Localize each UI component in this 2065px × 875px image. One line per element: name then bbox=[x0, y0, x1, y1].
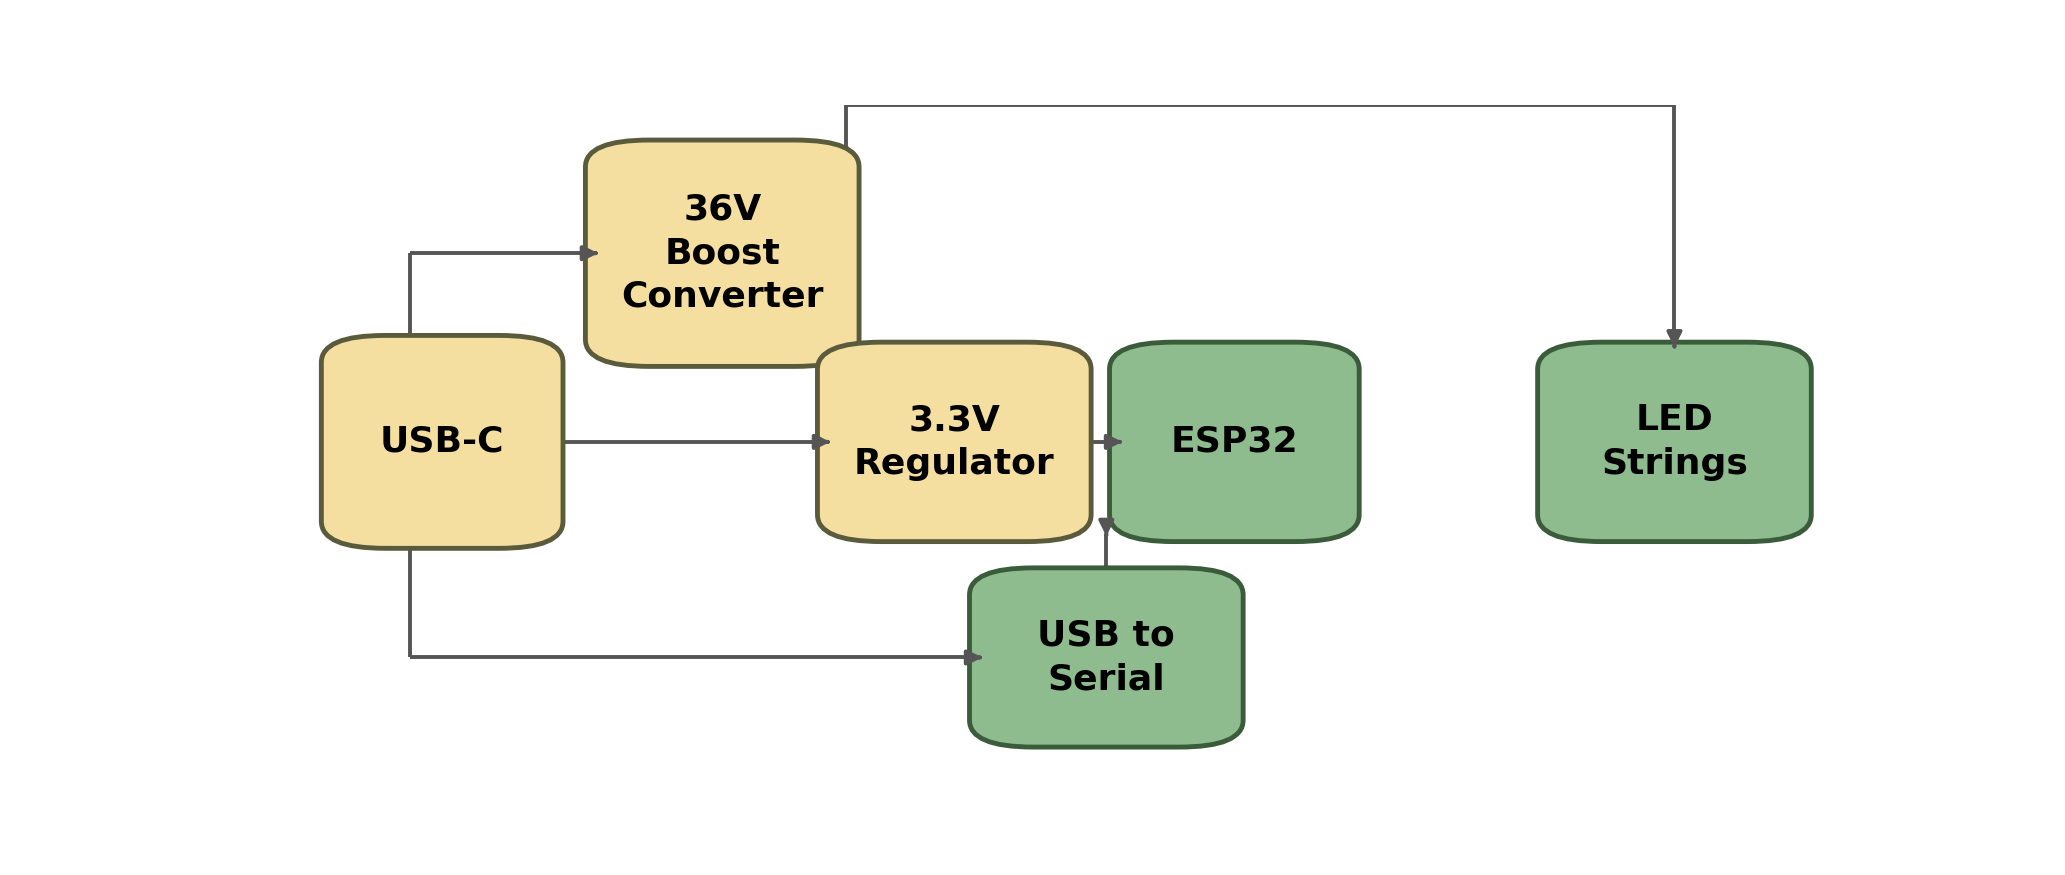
FancyBboxPatch shape bbox=[584, 140, 859, 367]
Text: 3.3V
Regulator: 3.3V Regulator bbox=[855, 403, 1055, 480]
Text: USB to
Serial: USB to Serial bbox=[1037, 619, 1175, 697]
FancyBboxPatch shape bbox=[818, 342, 1090, 542]
FancyBboxPatch shape bbox=[1109, 342, 1359, 542]
FancyBboxPatch shape bbox=[968, 568, 1243, 747]
FancyBboxPatch shape bbox=[1538, 342, 1811, 542]
Text: ESP32: ESP32 bbox=[1171, 425, 1299, 458]
Text: LED
Strings: LED Strings bbox=[1600, 403, 1747, 480]
Text: 36V
Boost
Converter: 36V Boost Converter bbox=[622, 192, 824, 313]
Text: USB-C: USB-C bbox=[380, 425, 504, 458]
FancyBboxPatch shape bbox=[322, 335, 564, 549]
